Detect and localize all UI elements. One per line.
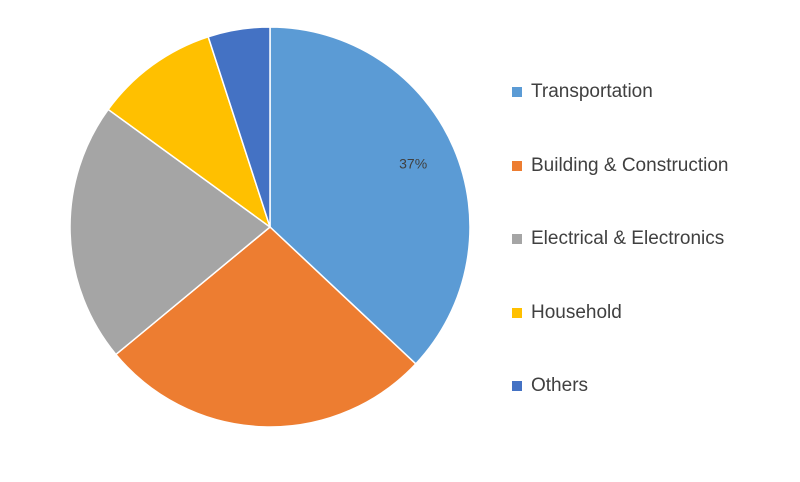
pie-slices <box>69 26 471 428</box>
legend-swatch <box>512 87 522 97</box>
legend-item-transportation: Transportation <box>512 74 729 110</box>
chart-legend: Transportation Building & Construction Ele… <box>512 74 729 442</box>
pie-slice-building-and-construction <box>114 226 417 428</box>
legend-item-building-and-construction: Building & Construction <box>512 148 729 184</box>
legend-swatch <box>512 381 522 391</box>
legend-item-others: Others <box>512 368 729 404</box>
legend-swatch <box>512 234 522 244</box>
legend-swatch <box>512 307 522 318</box>
legend-item-household: Household <box>512 295 729 331</box>
pie-slice-electrical-and-electronics <box>69 108 272 356</box>
legend-label: Household <box>531 301 622 323</box>
data-label-transportation: 37% <box>399 156 427 172</box>
pie-slice-household <box>107 35 272 229</box>
legend-label: Transportation <box>531 81 653 102</box>
legend-item-electrical-and-electronics: Electrical & Electronics <box>512 221 729 257</box>
pie-slice-others <box>207 26 271 228</box>
legend-label: Building & Construction <box>531 154 729 176</box>
legend-label: Others <box>531 375 589 396</box>
legend-swatch <box>512 160 522 171</box>
legend-label: Electrical & Electronics <box>531 228 725 249</box>
pie-slice-transportation <box>269 26 471 365</box>
pie-data-labels: 37% <box>399 156 427 172</box>
